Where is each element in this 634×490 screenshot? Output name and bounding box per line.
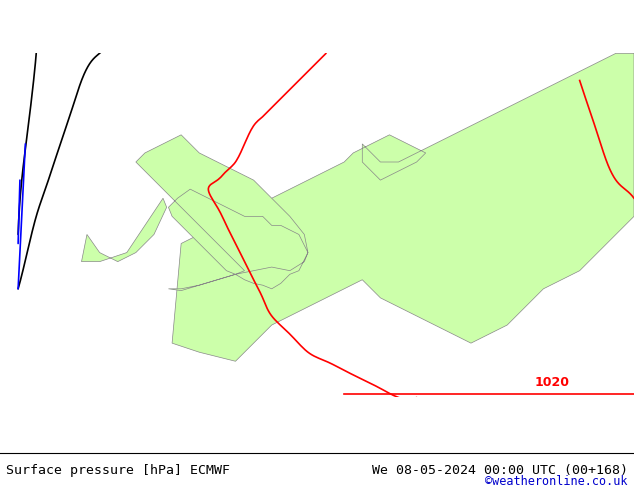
Text: We 08-05-2024 00:00 UTC (00+168): We 08-05-2024 00:00 UTC (00+168) — [372, 464, 628, 477]
Polygon shape — [172, 53, 634, 361]
Polygon shape — [136, 135, 308, 291]
Text: 1020: 1020 — [535, 376, 570, 390]
Text: ©weatheronline.co.uk: ©weatheronline.co.uk — [485, 474, 628, 488]
Polygon shape — [82, 198, 167, 262]
Text: Surface pressure [hPa] ECMWF: Surface pressure [hPa] ECMWF — [6, 464, 230, 477]
